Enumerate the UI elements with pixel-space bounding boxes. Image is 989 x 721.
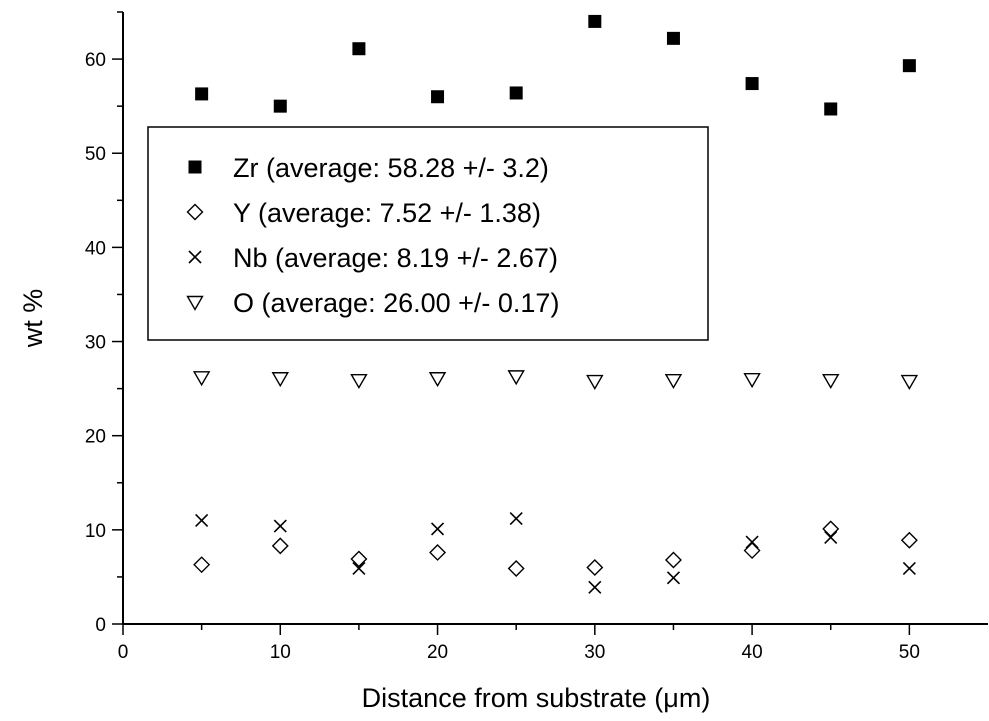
o-point [664,373,683,390]
zr-point [195,87,209,101]
nb-point [430,522,445,536]
y-point [507,559,525,577]
x-tick-label: 40 [742,642,763,663]
y-point [271,537,289,555]
y-point [822,520,840,538]
x-tick-label: 20 [427,642,448,663]
y-tick-label: 60 [85,50,106,71]
y-tick-label: 30 [85,333,106,354]
legend-item-zr: Zr (average: 58.28 +/- 3.2) [188,153,549,183]
x-axis-title: Distance from substrate (μm) [362,683,711,713]
y-tick-label: 50 [85,144,106,165]
legend-label: Nb (average: 8.19 +/- 2.67) [233,243,558,273]
o-point [428,372,447,388]
legend-marker [186,295,204,311]
legend-label: Zr (average: 58.28 +/- 3.2) [233,153,549,183]
o-point [900,374,919,390]
x-tick-label: 30 [584,642,605,663]
legend-label: Y (average: 7.52 +/- 1.38) [233,198,541,228]
zr-point [745,77,759,91]
y-point [743,542,761,560]
zr-point [902,59,916,73]
nb-point [745,535,759,549]
zr-point [431,90,445,104]
nb-point [588,580,602,594]
y-tick-label: 40 [85,238,106,259]
y-point [193,556,211,574]
nb-point [195,513,209,527]
x-tick-label: 0 [118,642,129,663]
y-point [664,551,682,569]
legend-marker [186,203,204,221]
nb-point [666,571,681,585]
y-point [900,531,918,549]
zr-point [352,42,366,56]
y-tick-label: 10 [85,521,106,542]
legend-label: O (average: 26.00 +/- 0.17) [233,288,559,318]
legend-marker [188,160,202,174]
nb-point [824,530,838,544]
o-point [586,374,604,390]
zr-point [588,14,602,28]
legend-item-o: O (average: 26.00 +/- 0.17) [186,288,559,318]
o-point [822,373,840,390]
o-point [350,373,368,390]
x-tick-label: 10 [270,642,291,663]
legend: Zr (average: 58.28 +/- 3.2) Y (average: 7… [147,126,709,341]
y-point [350,550,368,568]
x-tick-label: 50 [899,642,920,663]
legend-marker [188,250,202,264]
zr-point [666,31,680,45]
y-point [586,559,604,576]
o-point [743,373,761,389]
zr-point [509,86,523,100]
legend-item-y: Y (average: 7.52 +/- 1.38) [186,198,541,228]
nb-point [902,561,916,576]
nb-point [352,561,366,576]
o-point [192,371,211,387]
legend-box [147,126,709,341]
zr-point [273,99,287,113]
y-axis-title: wt % [18,289,48,349]
o-point [507,370,525,386]
nb-point [509,511,523,526]
y-point [429,543,447,561]
legend-item-nb: Nb (average: 8.19 +/- 2.67) [188,243,558,273]
y-tick-label: 0 [95,615,106,636]
zr-point [824,102,838,116]
nb-point [273,519,287,533]
o-point [271,372,289,388]
y-tick-label: 20 [85,427,106,448]
